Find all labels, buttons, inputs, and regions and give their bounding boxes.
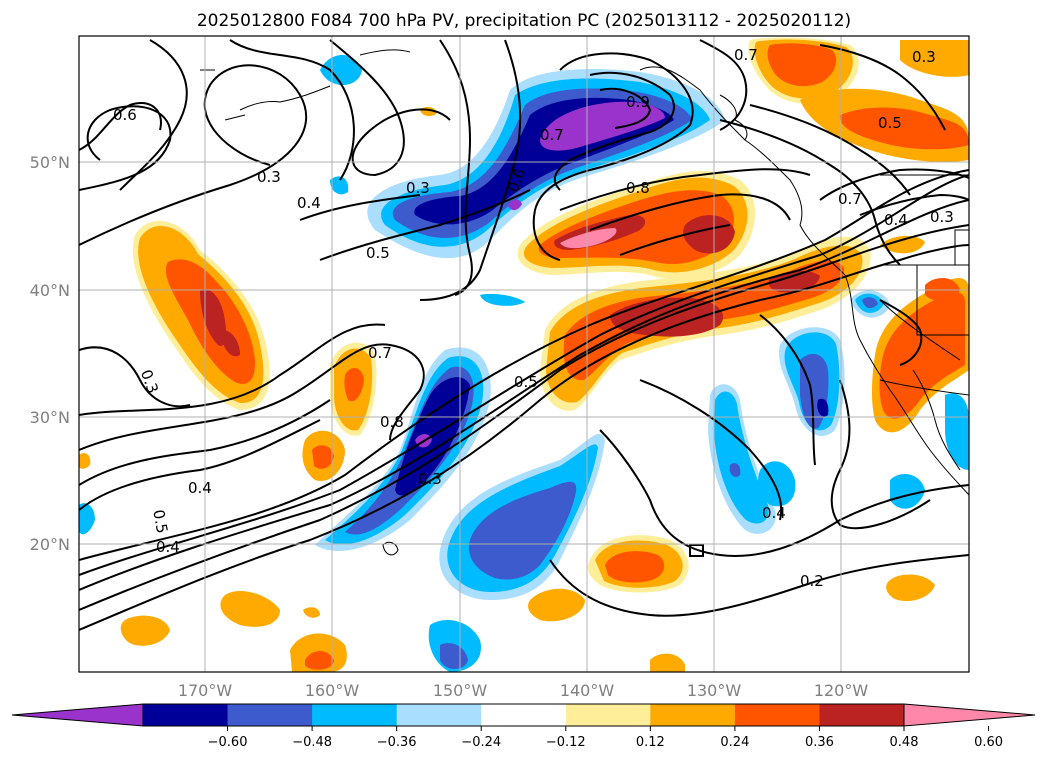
contour-label: 0.8 [626,179,650,197]
colorbar-tick-label: −0.60 [208,735,248,750]
contour-label: 0.6 [113,106,137,124]
colorbar-segment [819,704,905,726]
contour-labels: 0.6 0.3 0.4 0.3 0.5 0.6 0.7 0.9 0.8 0.7 … [113,46,954,590]
contour-label: 0.5 [366,244,390,262]
colorbar-segment [143,704,229,726]
lat-label: 50°N [30,153,70,172]
colorbar-segment [227,704,313,726]
colorbar: −0.60 −0.48 −0.36 −0.24 −0.12 0.12 0.24 0.36 0.4… [11,703,1036,750]
colorbar-segments [11,703,1036,727]
colorbar-extend-low [11,703,144,727]
contour-label: 0.8 [380,413,404,431]
colorbar-segment [396,704,482,726]
contour-label: 0.5 [878,114,902,132]
lon-label: 130°W [687,681,742,700]
map-frame [78,35,970,673]
coastlines [200,49,969,556]
lon-label: 170°W [178,681,233,700]
colorbar-tick-label: 0.24 [720,735,749,750]
colorbar-segment [481,704,567,726]
contour-label: 0.7 [734,46,758,64]
pv-contours [79,39,969,631]
contour-label: 0.9 [626,93,650,111]
contour-label: 0.4 [762,504,786,522]
colorbar-tick-label: −0.36 [377,735,417,750]
map-panel: 0.6 0.3 0.4 0.3 0.5 0.6 0.7 0.9 0.8 0.7 … [30,35,970,700]
contour-label: 0.7 [540,126,564,144]
lon-label: 140°W [560,681,615,700]
contour-label: 0.3 [418,470,442,488]
colorbar-tick-label: 0.36 [805,735,834,750]
contour-label: 0.4 [156,538,180,556]
lat-axis: 50°N 40°N 30°N 20°N [30,153,70,554]
contour-label: 0.7 [368,344,392,362]
colorbar-tick-label: −0.24 [461,735,501,750]
colorbar-tick-label: −0.48 [292,735,332,750]
colorbar-segment [734,704,820,726]
contour-label: 0.5 [514,373,538,391]
negative-blob-south [439,433,605,600]
positive-blob-ne [748,37,969,162]
lat-label: 20°N [30,535,70,554]
colorbar-tick-label: 0.48 [890,735,919,750]
positive-blobs-small [79,106,935,672]
contour-label: 0.4 [297,194,321,212]
colorbar-segment [650,704,736,726]
negative-blobs-east [79,290,969,672]
colorbar-tick-label: −0.12 [546,735,586,750]
colorbar-tick-label: 0.12 [636,735,665,750]
lon-label: 160°W [305,681,360,700]
contour-label: 0.5 [149,508,171,535]
contour-label: 0.3 [257,168,281,186]
colorbar-segment [312,704,398,726]
lat-label: 40°N [30,281,70,300]
lon-label: 120°W [814,681,869,700]
lat-label: 30°N [30,408,70,427]
gridlines [79,36,969,672]
contour-label: 0.2 [800,572,824,590]
contour-label: 0.3 [930,208,954,226]
colorbar-tick-label: 0.60 [974,735,1003,750]
positive-blob-east [871,235,969,433]
contour-label: 0.4 [188,479,212,497]
colorbar-frame [142,703,905,727]
precip-fields: 0.6 0.3 0.4 0.3 0.5 0.6 0.7 0.9 0.8 0.7 … [79,36,969,672]
negative-blob-small [330,176,349,195]
contour-label: 0.3 [406,179,430,197]
lon-label: 150°W [433,681,488,700]
contour-label: 0.4 [884,211,908,229]
colorbar-segment [565,704,651,726]
colorbar-ticks: −0.60 −0.48 −0.36 −0.24 −0.12 0.12 0.24 0.36 0.4… [208,726,1003,750]
negative-blob-nw [320,55,362,86]
colorbar-extend-high [903,703,1036,727]
lon-axis: 170°W 160°W 150°W 140°W 130°W 120°W [178,681,869,700]
contour-label: 0.7 [838,190,862,208]
negative-blob-north [367,69,725,259]
contour-label: 0.3 [912,48,936,66]
map-title: 2025012800 F084 700 hPa PV, precipitatio… [197,11,851,31]
